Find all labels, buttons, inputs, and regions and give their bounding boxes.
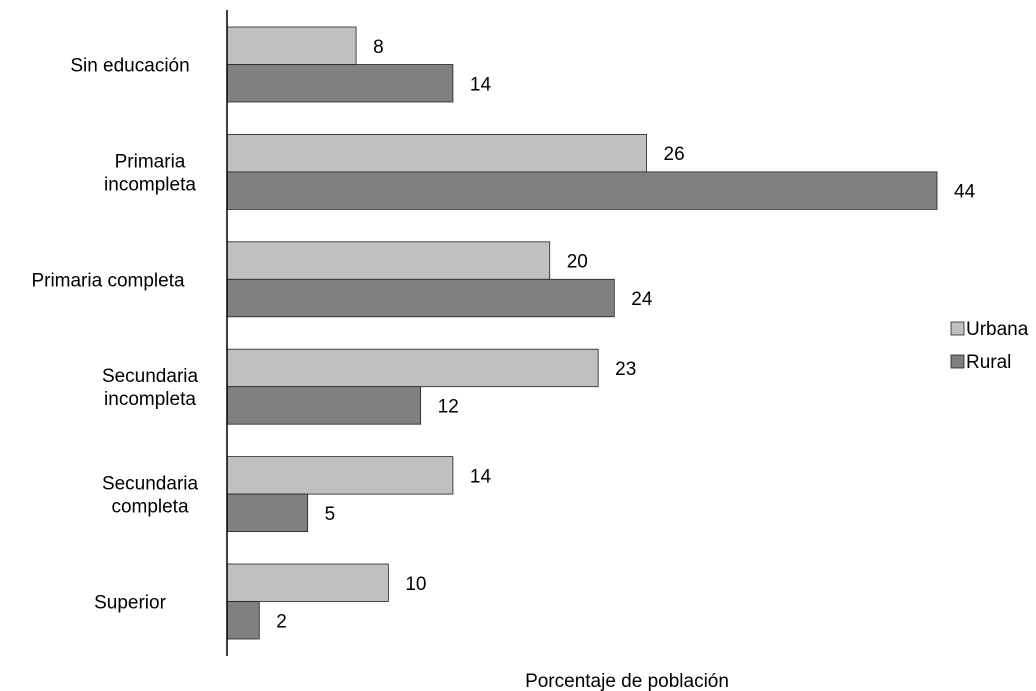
value-labels-group: 8 14 26 44 20 24 23 12 14 5 10 2 bbox=[276, 37, 975, 633]
category-label-2: Primaria completa bbox=[31, 270, 185, 291]
category-label-5: Superior bbox=[94, 593, 166, 614]
value-label-rural-3: 12 bbox=[438, 396, 459, 417]
bar-urbana-5 bbox=[226, 563, 389, 602]
category-label-1: Primaria incompleta bbox=[104, 151, 196, 195]
bar-rural-0 bbox=[226, 64, 454, 103]
value-label-urbana-0: 8 bbox=[373, 37, 384, 58]
legend-label-rural: Rural bbox=[966, 352, 1011, 373]
legend-label-urbana: Urbana bbox=[966, 319, 1029, 340]
bar-urbana-2 bbox=[226, 241, 551, 280]
x-axis-title: Porcentaje de población bbox=[525, 671, 729, 691]
bar-rural-3 bbox=[226, 386, 422, 425]
value-label-urbana-5: 10 bbox=[405, 574, 426, 595]
value-label-rural-4: 5 bbox=[325, 504, 336, 525]
bar-rural-5 bbox=[226, 601, 260, 640]
value-label-urbana-3: 23 bbox=[615, 359, 636, 380]
value-label-urbana-4: 14 bbox=[470, 466, 492, 487]
category-label-line: Sin educación bbox=[70, 56, 189, 77]
value-label-rural-2: 24 bbox=[631, 289, 653, 310]
bar-urbana-1 bbox=[226, 133, 647, 173]
category-label-0: Sin educación bbox=[70, 56, 189, 77]
category-label-3: Secundaria incompleta bbox=[102, 366, 199, 410]
bar-rural-2 bbox=[226, 278, 615, 318]
legend: Urbana Rural bbox=[950, 319, 1029, 373]
category-label-line: Secundaria bbox=[102, 474, 199, 495]
value-label-urbana-1: 26 bbox=[664, 144, 685, 165]
bar-urbana-3 bbox=[226, 348, 599, 388]
category-label-line: Secundaria bbox=[102, 366, 199, 387]
category-label-line: completa bbox=[111, 497, 189, 518]
category-label-line: incompleta bbox=[104, 389, 196, 410]
bar-rural-1 bbox=[226, 171, 938, 210]
value-label-urbana-2: 20 bbox=[567, 252, 588, 273]
legend-swatch-urbana bbox=[950, 321, 965, 336]
category-label-line: Superior bbox=[94, 593, 166, 614]
bar-rural-4 bbox=[226, 493, 309, 533]
category-label-line: Primaria bbox=[115, 151, 186, 172]
bar-urbana-0 bbox=[226, 26, 357, 65]
category-label-4: Secundaria completa bbox=[102, 474, 199, 518]
bars-group bbox=[226, 26, 938, 640]
category-label-line: incompleta bbox=[104, 174, 196, 195]
category-label-line: Primaria completa bbox=[31, 270, 185, 291]
legend-swatch-rural bbox=[950, 354, 965, 369]
bar-urbana-4 bbox=[226, 456, 454, 495]
value-label-rural-5: 2 bbox=[276, 611, 287, 632]
value-label-rural-1: 44 bbox=[954, 182, 976, 203]
value-label-rural-0: 14 bbox=[470, 74, 492, 95]
